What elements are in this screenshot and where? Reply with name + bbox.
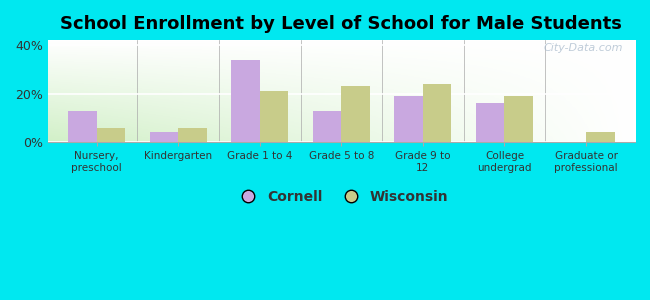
Bar bbox=[178, 128, 207, 142]
Bar bbox=[395, 96, 423, 142]
Text: City-Data.com: City-Data.com bbox=[544, 43, 623, 53]
Bar bbox=[313, 110, 341, 142]
Bar bbox=[231, 59, 260, 142]
Bar bbox=[476, 103, 504, 142]
Bar bbox=[68, 110, 97, 142]
Title: School Enrollment by Level of School for Male Students: School Enrollment by Level of School for… bbox=[60, 15, 622, 33]
Bar bbox=[504, 96, 533, 142]
Bar bbox=[150, 132, 178, 142]
Bar bbox=[341, 86, 370, 142]
Bar bbox=[260, 91, 289, 142]
Legend: Cornell, Wisconsin: Cornell, Wisconsin bbox=[229, 185, 454, 210]
Bar bbox=[423, 84, 452, 142]
Bar bbox=[97, 128, 125, 142]
Bar bbox=[586, 132, 615, 142]
